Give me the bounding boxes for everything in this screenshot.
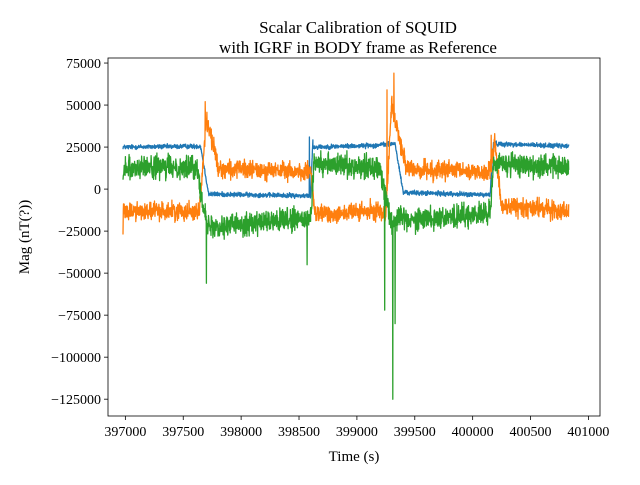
y-tick-label: −75000: [58, 309, 101, 324]
x-tick-label: 399500: [394, 425, 436, 440]
x-tick-label: 398000: [220, 425, 262, 440]
y-tick-label: 50000: [66, 99, 101, 114]
y-tick-label: 0: [94, 183, 101, 198]
x-tick-label: 399000: [336, 425, 378, 440]
x-tick-label: 397500: [162, 425, 204, 440]
x-tick-label: 400500: [510, 425, 552, 440]
y-tick-label: 25000: [66, 141, 101, 156]
y-tick-label: 75000: [66, 57, 101, 72]
x-axis-label: Time (s): [329, 449, 380, 465]
y-tick-label: −50000: [58, 267, 101, 282]
x-tick-label: 400000: [452, 425, 494, 440]
chart-title-line-1: Scalar Calibration of SQUID: [259, 18, 457, 37]
x-tick-label: 397000: [104, 425, 146, 440]
x-tick-label: 401000: [567, 425, 609, 440]
y-tick-label: −25000: [58, 225, 101, 240]
y-tick-label: −100000: [51, 351, 101, 366]
y-tick-label: −125000: [51, 393, 101, 408]
x-tick-label: 398500: [278, 425, 320, 440]
y-axis-label: Mag (nT(?)): [17, 200, 33, 275]
chart-title-line-2: with IGRF in BODY frame as Reference: [219, 38, 497, 57]
